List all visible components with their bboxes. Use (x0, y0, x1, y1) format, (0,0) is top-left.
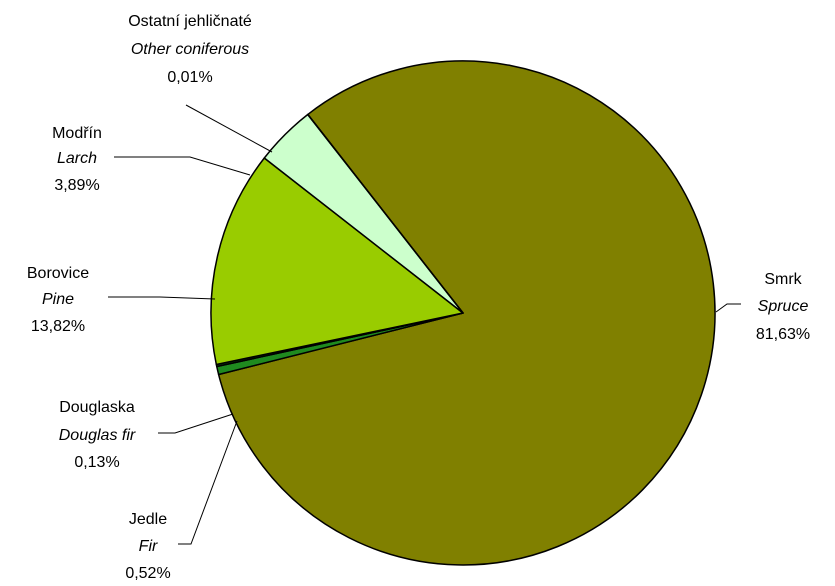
leader-lines (108, 104, 741, 545)
label-pine-value: 13,82% (31, 318, 85, 335)
label-fir: Jedle Fir 0,52% (125, 511, 170, 582)
label-spruce-cz: Smrk (764, 271, 802, 288)
pie-slices (210, 60, 716, 566)
leader-line-larch (114, 156, 251, 176)
label-spruce-value: 81,63% (756, 326, 810, 343)
label-pine-cz: Borovice (27, 265, 89, 282)
leader-line-spruce (715, 303, 741, 313)
label-pine: Borovice Pine 13,82% (27, 265, 89, 335)
leader-line-pine (108, 296, 216, 300)
slice-labels: Ostatní jehličnaté Other coniferous 0,01… (27, 13, 810, 582)
label-spruce: Smrk Spruce 81,63% (756, 271, 810, 343)
label-douglas-fir: Douglaska Douglas fir 0,13% (59, 399, 136, 471)
pie-slice-spruce (217, 60, 716, 566)
label-other-coniferous: Ostatní jehličnaté Other coniferous 0,01… (128, 13, 252, 86)
label-other-cz: Ostatní jehličnaté (128, 13, 252, 30)
label-douglas-cz: Douglaska (59, 399, 135, 416)
label-fir-cz: Jedle (129, 511, 167, 528)
label-other-value: 0,01% (167, 69, 212, 86)
leader-line-douglas (158, 413, 234, 434)
label-larch-cz: Modřín (52, 125, 102, 142)
label-spruce-en: Spruce (758, 298, 809, 315)
pie-slice-other-coniferous (306, 113, 464, 314)
label-larch-value: 3,89% (54, 177, 99, 194)
label-pine-en: Pine (42, 291, 74, 308)
label-fir-en: Fir (139, 538, 158, 555)
pie-slice-pine (210, 157, 464, 366)
label-douglas-en: Douglas fir (59, 427, 136, 444)
label-douglas-value: 0,13% (74, 454, 119, 471)
leader-line-other (185, 104, 273, 153)
label-fir-value: 0,52% (125, 565, 170, 582)
label-larch-en: Larch (57, 150, 97, 167)
label-larch: Modřín Larch 3,89% (52, 125, 102, 194)
leader-line-fir (178, 420, 238, 545)
label-other-en: Other coniferous (131, 41, 249, 58)
